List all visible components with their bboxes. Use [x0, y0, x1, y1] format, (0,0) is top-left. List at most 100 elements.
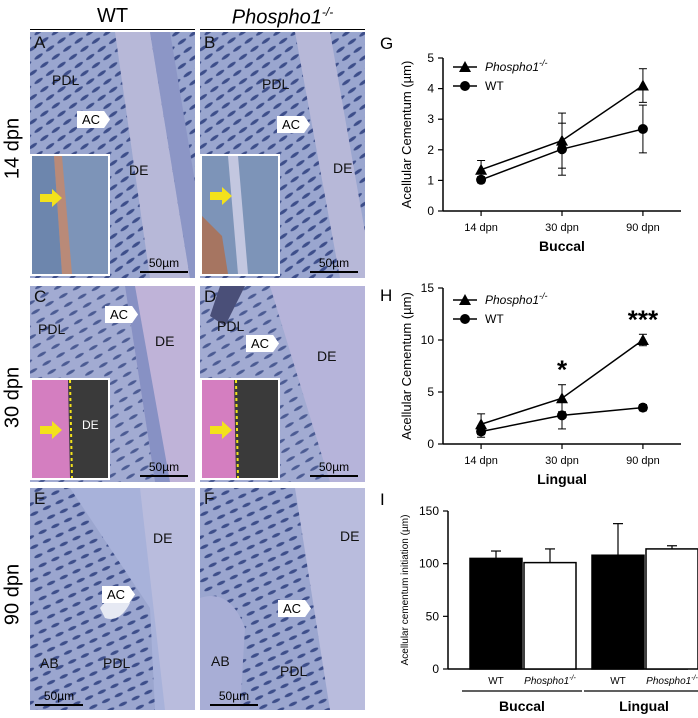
panel-c-inset: DE — [30, 378, 110, 480]
chart-h-y-tick-label: 10 — [421, 333, 435, 347]
chart-g-y-tick-label: 3 — [427, 112, 434, 126]
histology-panel-d: D PDL AC DE 50µm — [200, 286, 365, 482]
header-wt: WT — [96, 5, 129, 27]
chart-i-bar-label: WT — [610, 676, 626, 687]
chart-i-y-tick-label: 0 — [432, 662, 439, 676]
panel-a-de-label: DE — [129, 162, 149, 178]
header-phospho1: Phospho1-/- — [231, 5, 334, 29]
row-label-30dpn: 30 dpn — [1, 366, 24, 429]
chart-g-legend-circle — [460, 81, 470, 91]
chart-h-point-triangle — [556, 392, 568, 404]
chart-h-legend-label: WT — [485, 312, 504, 326]
panel-c-ac-tag: AC — [105, 306, 139, 323]
chart-i-initiation: 0 50 100 150 Acellular cementum initiation (… — [400, 504, 698, 714]
panel-letter-i: I — [380, 490, 385, 509]
chart-h-legend-label: Phospho1-/- — [485, 291, 548, 307]
chart-h-x-tick-label: 30 dpn — [545, 455, 579, 467]
panel-d-pdl-label: PDL — [217, 318, 245, 334]
chart-h-significance-annotation: * — [557, 355, 568, 385]
chart-h-y-tick-label: 5 — [427, 385, 434, 399]
panel-c-de-label: DE — [155, 333, 175, 349]
panel-b-inset — [200, 154, 280, 276]
histology-panel-c: C PDL AC DE DE 50µm — [30, 286, 195, 482]
row-label-14dpn: 14 dpn — [1, 117, 24, 180]
panel-d-de-label: DE — [317, 348, 337, 364]
chart-h-point-circle — [557, 410, 567, 421]
chart-h-y-tick-label: 0 — [427, 437, 434, 451]
panel-a-inset-arrow-icon — [40, 189, 62, 207]
panel-f-de-label: DE — [340, 528, 360, 544]
chart-g-y-tick-label: 5 — [427, 51, 434, 65]
chart-g-y-tick-label: 0 — [427, 204, 434, 218]
chart-i-bar-label: WT — [488, 676, 504, 687]
chart-g-y-tick-label: 1 — [427, 173, 434, 187]
panel-e-tissue — [30, 488, 195, 710]
panel-e-ac-tag: AC — [102, 586, 136, 603]
chart-i-group-label: Buccal — [499, 698, 545, 714]
chart-g-legend-label: WT — [485, 79, 504, 93]
panel-e-letter: E — [34, 489, 46, 508]
panel-d-inset-arrow-icon — [210, 421, 232, 439]
panel-letter-g: G — [380, 34, 394, 53]
panel-f-ac-tag: AC — [278, 600, 312, 617]
histology-panel-a: A PDL AC DE 50µm — [30, 32, 195, 278]
panel-d-scale-bar — [310, 475, 358, 477]
chart-h-significance-annotation: *** — [628, 304, 659, 334]
panel-c-inset-de-label: DE — [82, 418, 99, 432]
chart-g-buccal: 0 1 2 3 4 5 14 dpn 30 dpn 90 dpn Buccal Acellular … — [399, 51, 681, 254]
chart-g-point-circle — [476, 174, 487, 185]
panel-e-scale-bar — [35, 704, 83, 706]
chart-g-y-label: Acellular Cementum (µm) — [399, 61, 414, 209]
panel-a-inset — [30, 154, 110, 276]
chart-i-bar — [469, 557, 523, 670]
panel-e-scale-label: 50µm — [43, 689, 75, 703]
panel-a-scale-label: 50µm — [148, 256, 180, 270]
panel-c-inset-arrow-icon — [40, 421, 62, 439]
chart-h-y-tick-label: 15 — [421, 282, 435, 295]
panel-f-pdl-label: PDL — [280, 663, 308, 679]
chart-g-x-tick-label: 14 dpn — [464, 222, 498, 234]
panel-b-scale-label: 50µm — [318, 256, 350, 270]
chart-h-x-tick-label: 14 dpn — [464, 455, 498, 467]
chart-h-point-triangle — [475, 418, 488, 430]
chart-g-point-triangle — [636, 79, 649, 91]
panel-c-letter: C — [34, 287, 47, 306]
chart-h-y-label: Acellular Cementum (µm) — [399, 292, 414, 440]
panel-d-scale-label: 50µm — [318, 460, 350, 474]
header-underline-phospho1 — [200, 29, 365, 30]
panel-f-ab-label: AB — [211, 653, 230, 669]
chart-i-y-tick-label: 150 — [419, 504, 439, 518]
panel-f-letter: F — [204, 489, 215, 508]
chart-h-point-circle — [637, 402, 648, 413]
chart-i-group-label: Lingual — [619, 698, 669, 714]
chart-i-y-label: Acellular cementum initiation (µm) — [400, 515, 411, 666]
panel-b-de-label: DE — [333, 160, 353, 176]
histology-panel-b: B PDL AC DE 50µm — [200, 32, 365, 278]
header-underline-wt — [30, 29, 195, 30]
panel-a-scale-bar — [140, 271, 188, 273]
panel-b-pdl-label: PDL — [262, 76, 290, 92]
panel-c-scale-label: 50µm — [148, 460, 180, 474]
panel-d-inset — [200, 378, 280, 480]
panel-e-de-label: DE — [153, 530, 173, 546]
chart-h-point-triangle — [636, 334, 649, 345]
chart-g-legend-label: Phospho1-/- — [485, 58, 548, 74]
histology-panel-e: E AB PDL AC DE 50µm — [30, 488, 195, 710]
chart-i-bar — [591, 554, 645, 670]
panel-c-scale-bar — [140, 475, 188, 477]
chart-i-bar — [523, 561, 577, 670]
panel-d-letter: D — [204, 287, 217, 306]
chart-g-x-tick-label: 90 dpn — [626, 222, 660, 234]
panel-b-ac-tag: AC — [277, 116, 311, 133]
chart-h-legend-circle — [460, 314, 470, 324]
chart-g-point-circle — [637, 123, 648, 134]
chart-g-y-tick-label: 2 — [427, 143, 434, 157]
panel-b-letter: B — [204, 33, 216, 52]
panel-f-scale-label: 50µm — [218, 689, 250, 703]
panel-letter-h: H — [380, 286, 393, 305]
panel-f-scale-bar — [210, 704, 258, 706]
panel-c-pdl-label: PDL — [38, 321, 66, 337]
chart-h-lingual: 0 5 10 15 14 dpn 30 dpn 90 dpn Lingual Acellular… — [399, 282, 681, 487]
chart-h-point-circle — [476, 426, 487, 437]
chart-g-x-label: Buccal — [539, 238, 585, 254]
